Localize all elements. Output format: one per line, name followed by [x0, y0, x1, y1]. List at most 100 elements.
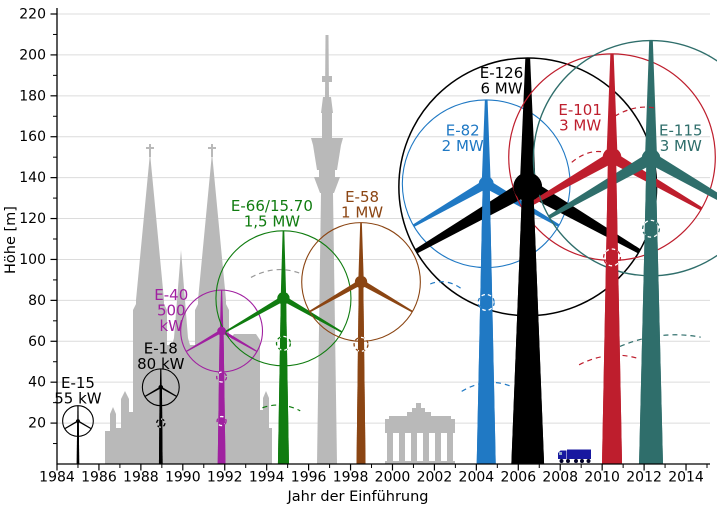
hub-overlay-E-40	[217, 326, 226, 336]
y-tick-label-180: 180	[19, 88, 46, 104]
gate-column-6	[447, 433, 453, 461]
x-tick-label-2004: 2004	[459, 470, 495, 486]
gate-column-2	[399, 433, 405, 461]
blade-E-126-2	[414, 179, 532, 254]
x-tick-label-2010: 2010	[584, 470, 620, 486]
blade-E-15-1	[77, 405, 79, 422]
label-E-58: E-58 1 MW	[341, 188, 383, 222]
y-tick-label-40: 40	[28, 375, 46, 391]
blade-E-115-3	[647, 152, 717, 201]
blade-E-58-1	[358, 222, 364, 282]
tv-tower-pod	[313, 145, 341, 170]
hub-overlay-E-58	[354, 275, 368, 289]
tv-tower-antenna-flange	[322, 76, 332, 82]
x-tick-label-2000: 2000	[375, 470, 411, 486]
tv-tower-antenna	[325, 35, 329, 97]
y-tick-label-60: 60	[28, 334, 46, 350]
truck-window	[559, 452, 562, 455]
y-axis-title: Höhe [m]	[3, 206, 19, 274]
label-E-15: E-15 55 kW	[54, 374, 102, 408]
y-tick-label-120: 120	[19, 211, 46, 227]
tower-overlay-E-58	[356, 281, 366, 464]
dashed-circle-6	[477, 293, 495, 312]
y-tick-label-140: 140	[19, 170, 46, 186]
y-tick-label-100: 100	[19, 252, 46, 268]
gate-column-1	[387, 433, 393, 461]
blade-E-115-1	[644, 40, 658, 159]
hub-overlay-E-15	[76, 419, 80, 423]
decorations	[156, 106, 701, 428]
dashed-arc-2	[262, 404, 301, 412]
hub-overlay-E-82	[478, 176, 494, 192]
x-axis-title: Jahr der Einführung	[286, 489, 428, 505]
gate-quadriga	[407, 403, 431, 419]
blade-E-15-3	[77, 420, 92, 430]
tower-overlay-E-18	[158, 387, 163, 464]
blade-E-115-2	[548, 152, 655, 219]
hub-overlay-E-115	[641, 149, 661, 168]
tv-tower-neck	[319, 170, 335, 177]
gate-base	[385, 461, 455, 464]
hub-overlay-E-126	[513, 172, 543, 202]
dashed-arc-4	[461, 381, 512, 392]
x-tick-label-1996: 1996	[291, 470, 327, 486]
y-tick-label-80: 80	[28, 293, 46, 309]
blade-E-82-2	[412, 179, 489, 227]
tv-tower-shaft	[317, 193, 337, 464]
axes: 1984 1986 1988 1990 1992 1994 1996 1998 2000 2002…	[19, 7, 710, 486]
blade-E-18-3	[160, 386, 178, 398]
y-tick-label-20: 20	[28, 416, 46, 432]
blade-E-66/15.70-1	[280, 230, 287, 299]
y-tick-label-160: 160	[19, 129, 46, 145]
label-E-126: E-126 6 MW	[480, 64, 524, 98]
x-tick-label-2008: 2008	[542, 470, 578, 486]
blade-E-58-2	[309, 279, 363, 313]
dashed-arc-3	[430, 281, 461, 289]
truck-wheel-5	[586, 459, 591, 463]
blade-E-18-2	[144, 386, 162, 398]
label-E-40: E-40 500 kW	[154, 286, 188, 335]
landmark-silhouettes	[105, 35, 591, 464]
tv-tower-pod-flange	[311, 138, 343, 145]
dashed-arc-8	[619, 334, 701, 347]
hub-overlay-E-18	[158, 385, 164, 390]
x-tick-label-1998: 1998	[333, 470, 369, 486]
tower-overlay-E-115	[639, 158, 663, 465]
x-tick-label-2014: 2014	[668, 470, 704, 486]
label-E-115: E-115 3 MW	[659, 121, 703, 155]
cathedral-silhouette	[105, 153, 272, 464]
gate-column-4	[423, 433, 429, 461]
x-tick-label-2006: 2006	[500, 470, 536, 486]
dashed-arc-1	[250, 269, 303, 278]
blade-E-40-1	[219, 290, 224, 332]
tv-tower-upper-shaft	[322, 113, 332, 138]
label-E-101: E-101 3 MW	[558, 101, 602, 135]
tower-overlay-E-40	[217, 331, 226, 464]
blade-E-101-2	[521, 152, 615, 211]
cathedral-cross-icon	[146, 144, 216, 157]
x-tick-label-2002: 2002	[417, 470, 453, 486]
gate-column-3	[411, 433, 417, 461]
truck-wheel-4	[580, 459, 584, 463]
tv-tower-lower-pod	[314, 177, 340, 193]
label-E-18: E-18 80 kW	[137, 339, 185, 373]
tower-overlay-E-82	[476, 183, 496, 465]
blade-E-15-2	[64, 420, 79, 430]
hub-overlay-E-101	[602, 147, 622, 167]
blade-E-101-1	[606, 53, 618, 158]
y-tick-label-200: 200	[19, 47, 46, 63]
dashed-circle-1	[156, 418, 166, 428]
dashed-arc-5	[571, 150, 605, 163]
truck-wheel-2	[566, 459, 570, 463]
x-tick-label-2012: 2012	[626, 470, 662, 486]
tower-overlay-E-101	[601, 157, 623, 464]
x-tick-label-1994: 1994	[249, 470, 285, 486]
blade-E-18-1	[159, 368, 162, 388]
turbine-labels: E-15 55 kW E-18 80 kW E-40 500 kW E-66/15.70 1,5…	[54, 64, 702, 407]
x-tick-label-1990: 1990	[165, 470, 201, 486]
dashed-arc-7	[614, 106, 656, 117]
label-E-82: E-82 2 MW	[442, 121, 484, 155]
tv-tower-collar	[321, 97, 333, 113]
dashed-arc-6	[578, 354, 640, 366]
